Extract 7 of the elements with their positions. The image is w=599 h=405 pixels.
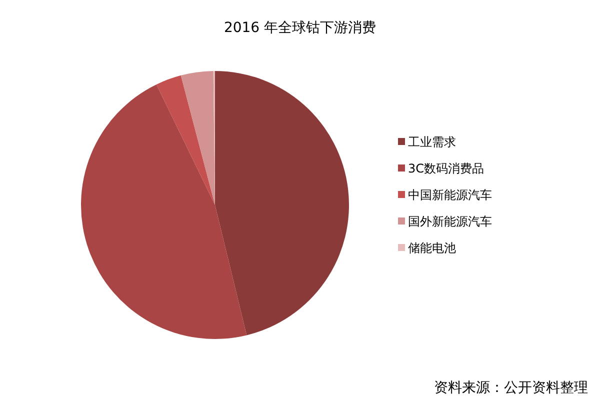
legend-label: 3C数码消费品 (408, 162, 484, 176)
legend-label: 国外新能源汽车 (408, 214, 492, 228)
legend-label: 储能电池 (408, 241, 456, 255)
chart-title: 2016 年全球钴下游消费 (224, 20, 376, 36)
legend-label: 中国新能源汽车 (408, 188, 492, 202)
text: 资料来源：公开资料整理 (434, 380, 588, 396)
legend-label: 工业需求 (408, 135, 456, 149)
